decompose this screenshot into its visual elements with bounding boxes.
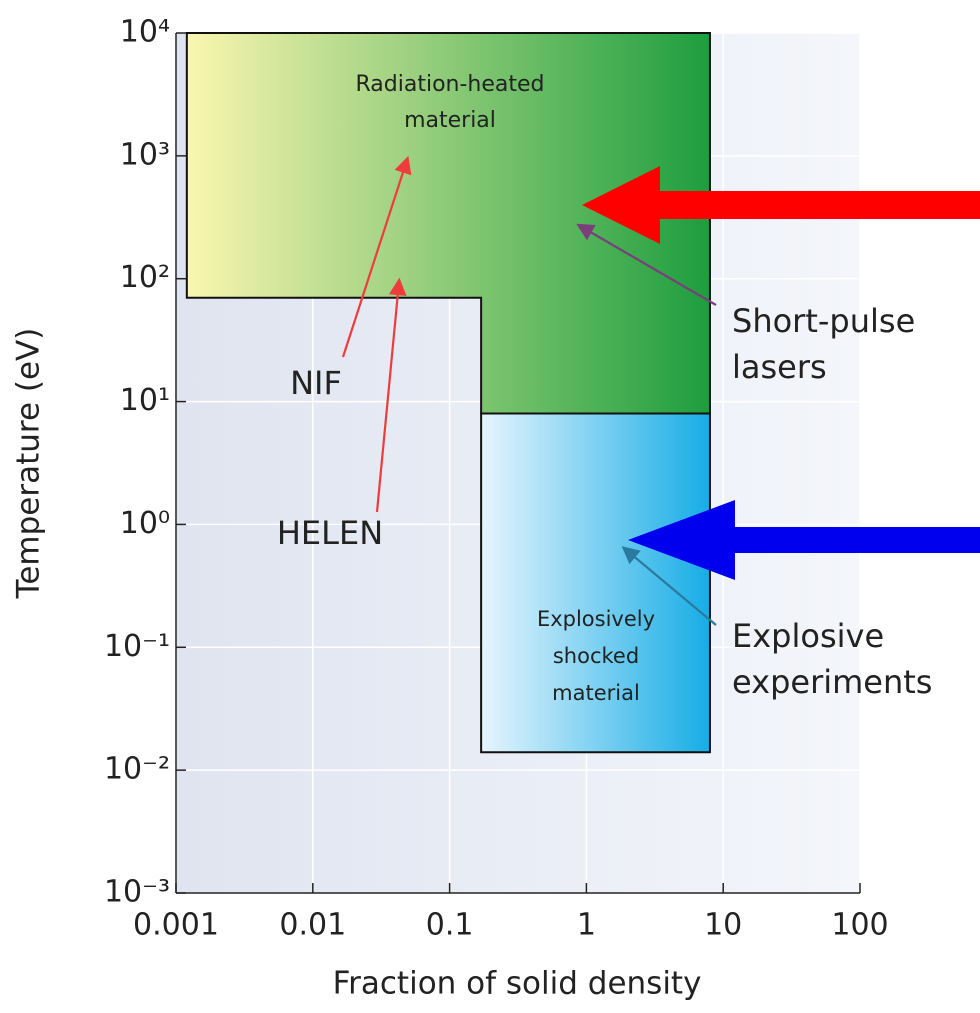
region-label: material	[552, 681, 640, 705]
region-label: shocked	[553, 644, 639, 668]
x-tick-label: 1	[577, 908, 596, 943]
annotation: NIF	[290, 364, 342, 402]
region-label: material	[404, 108, 496, 133]
red-arrow	[582, 166, 980, 244]
y-tick-label: 10²	[120, 260, 170, 295]
y-tick-label: 10⁰	[120, 506, 170, 541]
y-tick-label: 10⁻¹	[104, 629, 170, 664]
annotation-arrow	[621, 546, 717, 626]
annotation: Short-pulse	[732, 302, 915, 340]
y-tick-label: 10³	[120, 137, 170, 172]
region-label: Explosively	[537, 607, 655, 631]
y-axis-label: Temperature (eV)	[11, 328, 47, 600]
y-tick-label: 10¹	[120, 383, 170, 418]
annotation-arrow	[576, 223, 717, 306]
annotation: Explosive	[732, 617, 884, 655]
y-tick-label: 10⁻²	[104, 752, 170, 787]
annotation: lasers	[732, 348, 827, 386]
x-axis-label: Fraction of solid density	[333, 966, 702, 1002]
annotation: HELEN	[277, 514, 383, 552]
region-label: Radiation-heated	[355, 72, 544, 97]
x-tick-label: 0.1	[426, 908, 474, 943]
annotation: experiments	[732, 663, 932, 701]
x-tick-label: 10	[704, 908, 742, 943]
y-tick-label: 10⁴	[120, 15, 170, 50]
x-tick-label: 100	[831, 908, 888, 943]
annotation-arrow	[341, 155, 412, 358]
annotation-arrow	[375, 277, 407, 513]
y-tick-label: 10⁻³	[104, 875, 170, 910]
region	[480, 412, 711, 754]
blue-arrow	[628, 500, 980, 580]
x-tick-label: 0.001	[133, 908, 219, 943]
x-tick-label: 0.01	[279, 908, 346, 943]
